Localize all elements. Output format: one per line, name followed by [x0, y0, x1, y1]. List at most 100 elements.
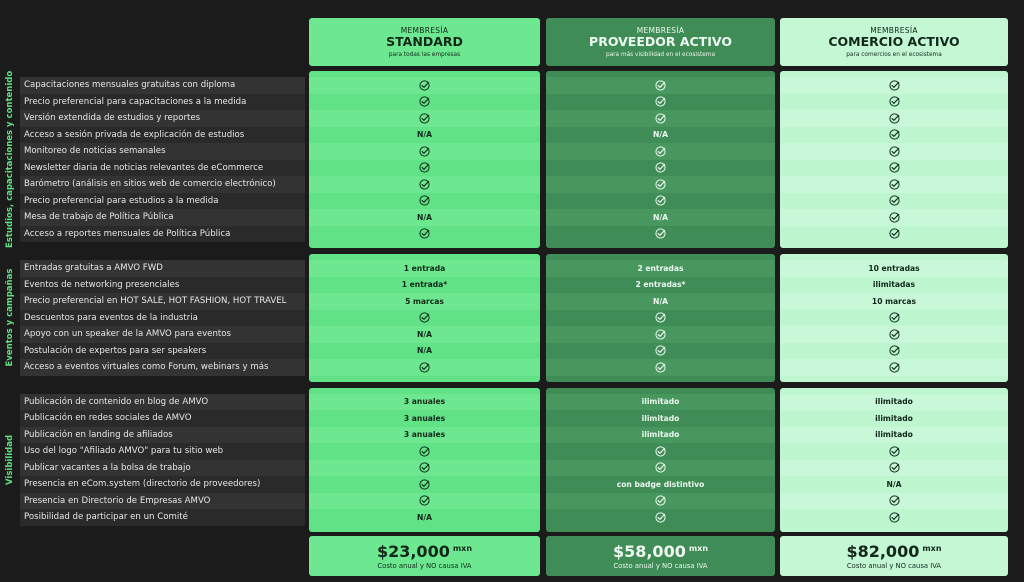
cell-value: ilimitado	[641, 430, 680, 440]
feature-cell	[780, 176, 1008, 193]
feature-cell	[546, 443, 775, 460]
check-icon	[888, 129, 900, 140]
check-icon	[888, 312, 900, 323]
feature-cell	[546, 77, 775, 94]
cell-value: N/A	[416, 329, 432, 339]
cell-value: N/A	[416, 346, 432, 356]
feature-cell: 3 anuales	[309, 393, 540, 410]
feature-cell: 10 marcas	[780, 293, 1008, 310]
check-icon	[419, 228, 430, 239]
feature-cell	[309, 193, 540, 210]
feature-cell: N/A	[309, 209, 540, 226]
check-icon	[655, 96, 666, 107]
feature-cell: N/A	[546, 209, 775, 226]
feature-cell	[780, 310, 1008, 327]
check-icon	[419, 462, 430, 473]
check-icon	[888, 146, 900, 157]
feature-cell: ilimitadas	[780, 277, 1008, 294]
cell-value: 3 anuales	[403, 397, 446, 407]
check-icon	[888, 345, 900, 356]
price: $58,000	[612, 542, 686, 561]
feature-cell	[309, 443, 540, 460]
plan-label: MEMBRESÍA	[636, 26, 685, 35]
feature-cell	[780, 326, 1008, 343]
plan-name: COMERCIO ACTIVO	[828, 34, 960, 49]
feature-cell	[780, 127, 1008, 144]
feature-cell	[546, 359, 775, 376]
feature-cell	[546, 110, 775, 127]
check-icon	[419, 113, 430, 124]
check-icon	[888, 362, 900, 373]
feature-cell	[780, 226, 1008, 243]
feature-label: Entradas gratuitas a AMVO FWD	[20, 260, 305, 277]
feature-cell: N/A	[546, 127, 775, 144]
cell-value: N/A	[652, 296, 668, 306]
check-icon	[888, 212, 900, 223]
check-icon	[419, 179, 430, 190]
feature-cell	[309, 359, 540, 376]
feature-cell	[780, 143, 1008, 160]
check-icon	[888, 462, 900, 473]
feature-cell: ilimitado	[546, 426, 775, 443]
feature-cell	[546, 492, 775, 509]
feature-cell	[780, 443, 1008, 460]
check-icon	[419, 80, 430, 91]
feature-cell	[780, 110, 1008, 127]
feature-label: Publicación en redes sociales de AMVO	[20, 410, 305, 427]
plan-subtitle: para todas las empresas	[388, 52, 461, 58]
check-icon	[888, 329, 900, 340]
price-box: $82,000 mxn Costo anual y NO causa IVA	[780, 536, 1008, 576]
feature-cell	[780, 359, 1008, 376]
feature-label: Acceso a reportes mensuales de Política …	[20, 225, 305, 242]
cell-value: 10 marcas	[871, 296, 917, 306]
check-icon	[888, 512, 900, 523]
check-icon	[888, 96, 900, 107]
feature-label: Apoyo con un speaker de la AMVO para eve…	[20, 326, 305, 343]
feature-label: Versión extendida de estudios y reportes	[20, 110, 305, 127]
feature-label: Newsletter diaria de noticias relevantes…	[20, 159, 305, 176]
check-icon	[888, 446, 900, 457]
feature-label: Presencia en eCom.system (directorio de …	[20, 476, 305, 493]
cell-value: ilimitadas	[872, 280, 916, 290]
cell-value: N/A	[652, 130, 668, 140]
plan-name: STANDARD	[386, 34, 463, 49]
feature-cell	[546, 176, 775, 193]
cell-value: ilimitado	[641, 397, 680, 407]
section-title: Eventos y campañas	[5, 268, 15, 367]
feature-cell	[546, 160, 775, 177]
plan-header: MEMBRESÍA COMERCIO ACTIVO para comercios e…	[780, 18, 1008, 66]
cell-value: N/A	[416, 130, 432, 140]
plan-label: MEMBRESÍA	[870, 26, 918, 35]
cell-value: N/A	[416, 512, 432, 522]
check-icon	[419, 195, 430, 206]
feature-cell	[780, 160, 1008, 177]
feature-cell: ilimitado	[780, 426, 1008, 443]
cell-value: N/A	[886, 479, 902, 489]
feature-label: Posibilidad de participar en un Comité	[20, 509, 305, 526]
feature-label: Acceso a sesión privada de explicación d…	[20, 126, 305, 143]
cell-value: 2 entradas*	[635, 280, 686, 290]
price-note: Costo anual y NO causa IVA	[377, 562, 472, 570]
feature-cell	[780, 77, 1008, 94]
feature-cell	[309, 160, 540, 177]
currency: mxn	[922, 543, 942, 553]
price: $23,000	[376, 542, 450, 561]
feature-cell	[546, 94, 775, 111]
feature-cell: 2 entradas*	[546, 277, 775, 294]
feature-cell: N/A	[309, 509, 540, 526]
price-line: $23,000 mxn	[377, 542, 472, 561]
feature-cell: con badge distintivo	[546, 476, 775, 493]
feature-label: Precio preferencial en HOT SALE, HOT FAS…	[20, 293, 305, 310]
check-icon	[655, 195, 666, 206]
currency: mxn	[452, 543, 473, 553]
feature-label: Barómetro (análisis en sitios web de com…	[20, 176, 305, 193]
feature-label: Descuentos para eventos de la industria	[20, 309, 305, 326]
feature-label: Publicación de contenido en blog de AMVO	[20, 393, 305, 410]
feature-cell: N/A	[309, 326, 540, 343]
check-icon	[888, 228, 900, 239]
feature-label: Precio preferencial para estudios a la m…	[20, 192, 305, 209]
price: $82,000	[846, 542, 920, 561]
feature-cell: 2 entradas	[546, 260, 775, 277]
check-icon	[888, 495, 900, 506]
feature-cell: N/A	[309, 127, 540, 144]
